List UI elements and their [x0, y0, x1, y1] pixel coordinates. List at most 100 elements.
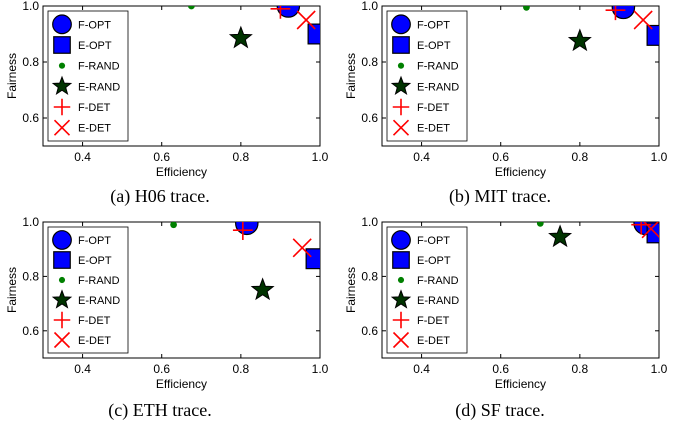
x-tick-label: 0.6	[153, 362, 170, 376]
legend-entry: F-DET	[78, 102, 111, 114]
x-tick-label: 0.8	[233, 362, 250, 376]
data-point-e-det	[292, 238, 312, 258]
x-tick-label: 0.8	[233, 150, 250, 164]
legend-marker-e-det	[392, 331, 410, 349]
y-axis-label: Fairness	[344, 267, 358, 313]
y-axis-label: Fairness	[344, 53, 358, 99]
legend: F-OPT E-OPT F-RAND E-RAND F-DET E-DET	[47, 10, 129, 142]
legend-entry: E-RAND	[78, 81, 120, 93]
data-point-f-rand	[523, 6, 530, 11]
data-point-e-rand	[567, 28, 592, 52]
data-point-e-rand	[548, 224, 573, 248]
data-point-f-opt	[611, 6, 636, 20]
y-tick-label: 1.0	[22, 0, 39, 13]
legend-marker-e-rand	[51, 289, 73, 309]
x-axis-label: Efficiency	[495, 377, 546, 391]
legend: F-OPT E-OPT F-RAND E-RAND F-DET E-DET	[47, 226, 129, 354]
legend-marker-e-opt	[392, 251, 410, 269]
plot-frame	[42, 221, 321, 359]
x-tick-label: 1.0	[651, 362, 668, 376]
legend-marker-f-det	[53, 98, 71, 116]
chart-panel-4: 0.4 0.6 0.8 1.0 0.6 0.8 1.0 Efficiency Fairness F…	[344, 215, 668, 421]
data-point-f-rand	[188, 6, 195, 10]
data-point-e-rand	[250, 277, 275, 301]
legend-entry: E-OPT	[417, 40, 451, 52]
legend-marker-f-opt	[52, 14, 72, 35]
legend-marker-e-det	[53, 331, 71, 349]
legend-entry: F-DET	[417, 102, 450, 114]
x-tick-label: 0.4	[413, 362, 430, 376]
x-tick-label: 1.0	[312, 362, 329, 376]
x-axis-label: Efficiency	[495, 165, 546, 179]
legend-marker-e-rand	[390, 289, 412, 309]
y-tick-label: 0.8	[22, 269, 39, 283]
data-point-e-opt	[646, 24, 659, 46]
legend-entry: E-DET	[417, 335, 450, 347]
data-point-e-det	[296, 10, 316, 30]
legend-entry: E-RAND	[417, 295, 459, 307]
data-point-f-det	[605, 6, 626, 21]
data-point-f-opt	[235, 222, 259, 236]
y-tick-label: 0.8	[361, 55, 378, 69]
panel-caption: (a) H06 trace.	[110, 186, 209, 207]
chart-panel-3: 0.4 0.6 0.8 1.0 0.6 0.8 1.0 Efficiency Fairness F…	[5, 215, 329, 421]
y-tick-label: 1.0	[22, 215, 39, 229]
plot-frame	[381, 5, 660, 147]
panel-caption: (b) MIT trace.	[449, 186, 551, 207]
data-points	[188, 6, 320, 49]
legend-marker-f-opt	[391, 230, 411, 250]
x-tick-label: 0.8	[572, 362, 589, 376]
legend-marker-f-rand	[397, 62, 405, 69]
y-axis-label: Fairness	[5, 53, 19, 99]
x-axis-label: Efficiency	[156, 377, 207, 391]
y-axis-label: Fairness	[5, 267, 19, 313]
legend-entry: E-DET	[78, 335, 111, 347]
legend-entry: F-RAND	[417, 275, 459, 287]
y-tick-label: 0.6	[22, 111, 39, 125]
legend-marker-f-opt	[52, 230, 72, 250]
data-point-f-det	[270, 6, 291, 19]
legend-marker-f-det	[392, 98, 410, 116]
legend-marker-e-det	[392, 119, 410, 136]
legend-entry: F-DET	[417, 315, 450, 327]
legend-marker-f-det	[53, 311, 71, 329]
data-point-e-opt	[305, 248, 320, 270]
legend-marker-e-rand	[51, 75, 73, 96]
chart-panel-2: 0.4 0.6 0.8 1.0 0.6 0.8 1.0 Efficiency Fairness F…	[344, 0, 668, 207]
panel-caption: (c) ETH trace.	[108, 400, 211, 421]
plot-frame	[381, 221, 660, 359]
x-tick-label: 1.0	[312, 150, 329, 164]
legend-entry: E-OPT	[78, 40, 112, 52]
legend-marker-f-rand	[397, 276, 405, 284]
x-tick-label: 0.8	[572, 150, 589, 164]
data-point-e-opt	[646, 222, 659, 244]
x-tick-label: 0.6	[492, 362, 509, 376]
legend-entry: E-OPT	[417, 255, 451, 267]
chart-panel-1: 0.4 0.6 0.8 1.0 0.6 0.8 1.0 Efficiency Fairness F…	[5, 0, 329, 207]
x-tick-label: 0.6	[492, 150, 509, 164]
legend-entry: F-RAND	[417, 61, 459, 73]
y-tick-label: 0.6	[361, 111, 378, 125]
data-point-f-rand	[170, 222, 177, 229]
x-tick-label: 0.6	[153, 150, 170, 164]
y-tick-label: 0.8	[22, 55, 39, 69]
legend-entry: E-RAND	[78, 295, 120, 307]
legend-entry: F-OPT	[417, 19, 450, 31]
data-point-f-rand	[536, 222, 544, 227]
y-tick-label: 0.6	[22, 324, 39, 338]
legend: F-OPT E-OPT F-RAND E-RAND F-DET E-DET	[386, 10, 468, 142]
y-tick-label: 1.0	[361, 215, 378, 229]
plot-frame	[42, 5, 321, 147]
panel-caption: (d) SF trace.	[455, 400, 544, 421]
legend-marker-e-det	[53, 119, 71, 136]
legend-entry: F-DET	[78, 315, 111, 327]
legend-entry: F-RAND	[78, 61, 120, 73]
legend-marker-f-rand	[58, 62, 66, 69]
legend-entry: F-OPT	[78, 235, 111, 247]
legend-entry: F-OPT	[417, 235, 450, 247]
data-point-e-opt	[307, 23, 320, 45]
legend-box	[47, 10, 129, 142]
data-point-f-det	[232, 222, 253, 241]
legend-marker-f-opt	[391, 14, 411, 35]
